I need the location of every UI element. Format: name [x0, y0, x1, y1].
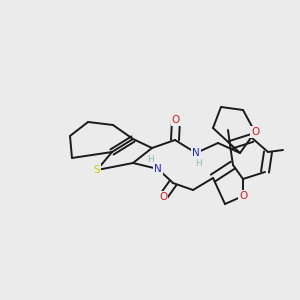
Text: O: O	[239, 191, 247, 201]
Text: O: O	[172, 115, 180, 125]
Text: O: O	[251, 127, 259, 137]
Text: H: H	[195, 160, 201, 169]
Text: N: N	[154, 164, 162, 174]
Text: N: N	[192, 148, 200, 158]
Text: S: S	[94, 165, 100, 175]
Text: O: O	[159, 192, 167, 202]
Text: H: H	[147, 154, 153, 164]
